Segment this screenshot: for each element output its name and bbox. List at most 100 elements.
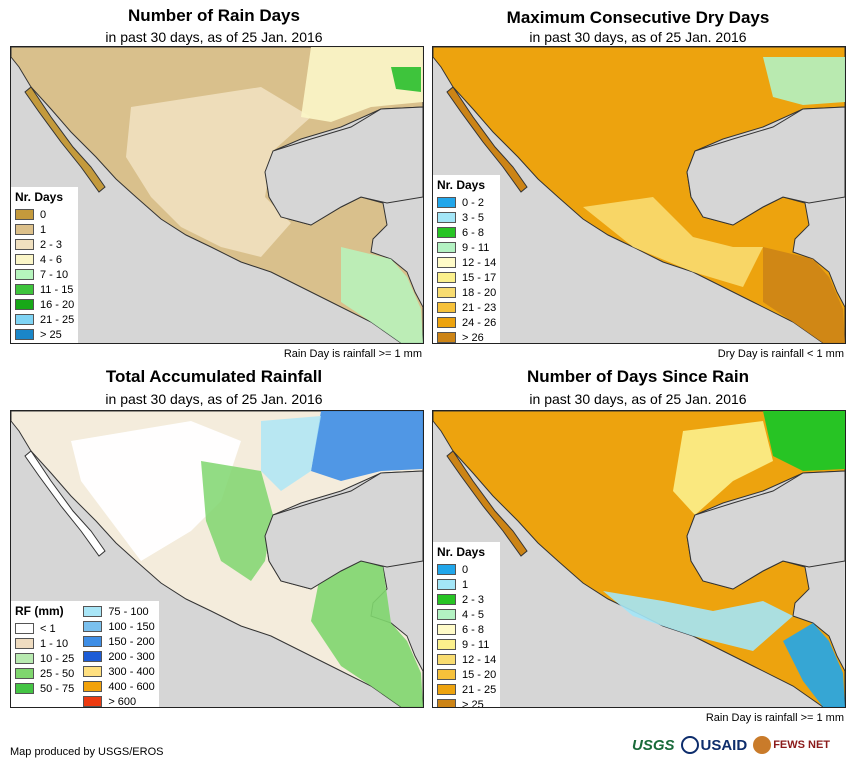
legend-label: 10 - 25 [40, 652, 75, 665]
map-rain-days-svg [11, 47, 423, 343]
legend-swatch [83, 606, 103, 617]
legend-swatch [437, 242, 456, 253]
baja-peninsula [24, 450, 106, 557]
map-since-rain-svg [433, 411, 845, 707]
gulf-of-mexico [686, 106, 845, 226]
legend-title: Nr. Days [437, 178, 486, 192]
pacific-ocean [11, 107, 381, 343]
legend-label: 3 - 5 [462, 211, 485, 224]
legend-label: 9 - 11 [462, 638, 490, 651]
legend-label: 1 [40, 223, 47, 236]
map-dry-days[interactable]: Nr. Days 0 - 2 3 - 5 6 - 8 9 - 11 12 - 14 15 … [432, 46, 846, 344]
legend-swatch [15, 329, 34, 340]
legend-item: 150 - 200 [83, 634, 155, 649]
legend-item: 75 - 100 [83, 604, 154, 619]
legend-swatch [437, 594, 456, 605]
land-fill-white [71, 421, 241, 561]
legend-item: 3 - 5 [437, 210, 496, 225]
legend-swatch [15, 254, 34, 265]
legend-swatch [83, 681, 103, 692]
legend-swatch [83, 636, 103, 647]
usgs-logo: USGS [632, 736, 675, 754]
legend-label: 2 - 3 [462, 593, 485, 606]
legend-item: 11 - 15 [15, 282, 74, 297]
note-since-rain: Rain Day is rainfall >= 1 mm [705, 712, 844, 724]
central-america-fill [341, 247, 423, 343]
legend-label: 11 - 15 [40, 283, 74, 296]
land-fill-pale [126, 87, 311, 257]
legend-label: 0 [40, 208, 47, 221]
central-america-fill [311, 561, 423, 707]
legend-item: < 1 [15, 621, 74, 636]
central-america-fill [763, 247, 845, 343]
legend-swatch [15, 638, 34, 649]
note-dry-days: Dry Day is rainfall < 1 mm [717, 348, 844, 360]
gulf-of-mexico [264, 470, 423, 590]
legend-item: 0 [15, 207, 74, 222]
pacific-ocean [433, 107, 803, 343]
legend-item: > 26 [437, 330, 496, 344]
legend-item: 0 - 2 [437, 195, 496, 210]
legend-label: 0 [462, 563, 469, 576]
fews-net-logo: FEWS NET [753, 736, 830, 754]
legend-swatch [437, 579, 456, 590]
legend-label: 1 - 10 [40, 637, 69, 650]
legend-swatch [437, 197, 456, 208]
land-fill-east [763, 57, 845, 105]
legend-label: 400 - 600 [108, 680, 155, 693]
legend-item: 10 - 25 [15, 651, 74, 666]
legend-label: 25 - 50 [40, 667, 75, 680]
legend-item: 400 - 600 [83, 679, 155, 694]
land-fill-lightblue [261, 416, 321, 491]
legend-label: > 26 [462, 331, 484, 344]
baja-peninsula [446, 86, 528, 193]
legend-label: 4 - 6 [40, 253, 63, 266]
legend-label: 21 - 25 [40, 313, 75, 326]
legend-swatch [437, 609, 456, 620]
legend-label: 7 - 10 [40, 268, 69, 281]
legend-label: > 25 [40, 328, 62, 341]
gulf-of-mexico [686, 470, 845, 590]
legend-label: 9 - 11 [462, 241, 490, 254]
legend-item: 15 - 17 [437, 270, 496, 285]
legend-swatch [15, 299, 34, 310]
legend-swatch [83, 651, 103, 662]
legend-item: 9 - 11 [437, 637, 496, 652]
legend-swatch [437, 332, 456, 343]
legend-swatch [437, 257, 456, 268]
legend-swatch [437, 669, 456, 680]
legend-swatch [15, 209, 34, 220]
map-rainfall[interactable]: RF (mm) < 1 1 - 10 10 - 25 25 - 50 50 - 75 7… [10, 410, 424, 708]
legend-item: 21 - 25 [437, 682, 496, 697]
legend-item: 4 - 5 [437, 607, 496, 622]
legend-swatch [437, 624, 456, 635]
legend-swatch [437, 287, 456, 298]
legend-item: 21 - 25 [15, 312, 74, 327]
map-since-rain[interactable]: Nr. Days 0 1 2 - 3 4 - 5 6 - 8 9 - 11 12 - 14 1… [432, 410, 846, 708]
land-fill-east [301, 47, 423, 122]
land-fill-green [201, 461, 273, 581]
legend-item: 12 - 14 [437, 652, 496, 667]
panel-title-rainfall: Total Accumulated Rainfall [105, 367, 323, 386]
legend-swatch [15, 224, 34, 235]
legend-label: > 600 [108, 695, 137, 708]
legend-item: 100 - 150 [83, 619, 155, 634]
legend-swatch [437, 212, 456, 223]
legend-label: 12 - 14 [462, 653, 497, 666]
legend-item: 2 - 3 [15, 237, 74, 252]
usaid-logo: USAID [680, 736, 747, 754]
legend-label: 18 - 20 [462, 286, 497, 299]
map-rain-days[interactable]: Nr. Days 0 1 2 - 3 4 - 6 7 - 10 11 - 15 16 - 2… [10, 46, 424, 344]
legend-item: 6 - 8 [437, 622, 496, 637]
legend-item: > 600 [83, 694, 154, 708]
legend-item: 18 - 20 [437, 285, 496, 300]
panel-subtitle-since-rain: in past 30 days, as of 25 Jan. 2016 [529, 391, 747, 407]
note-rain-days: Rain Day is rainfall >= 1 mm [283, 348, 422, 360]
panel-title-dry-days: Maximum Consecutive Dry Days [506, 8, 770, 27]
legend-label: 21 - 25 [462, 683, 497, 696]
gulf-of-mexico [264, 106, 423, 226]
legend-item: 200 - 300 [83, 649, 155, 664]
legend-since-rain: Nr. Days 0 1 2 - 3 4 - 5 6 - 8 9 - 11 12 - 14 1… [433, 542, 501, 707]
legend-label: 6 - 8 [462, 226, 485, 239]
land-fill-yellow [673, 421, 773, 515]
